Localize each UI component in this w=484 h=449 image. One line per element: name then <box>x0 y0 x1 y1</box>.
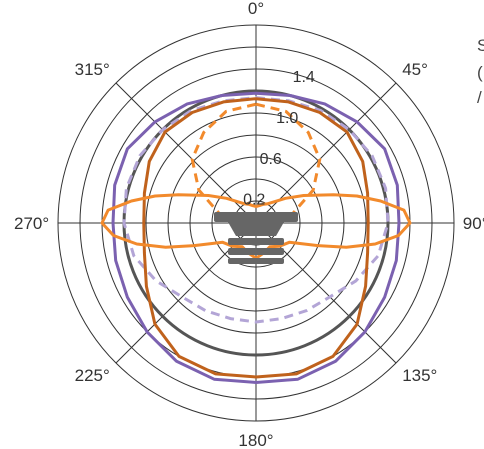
series-line-4 <box>190 102 322 227</box>
device-top-plate <box>214 212 298 222</box>
radial-label: 0.2 <box>243 192 265 209</box>
device-grille-1 <box>228 238 284 245</box>
label-layer: 0° 45° 90° 135° 180° 225° 270° 315° 0.2 0.6 1.0 1.4 <box>14 0 484 449</box>
series-line-3 <box>142 97 370 379</box>
microphone-device-icon <box>214 212 298 264</box>
device-grille-2 <box>228 248 284 255</box>
series-line-1 <box>111 91 401 384</box>
series-layer <box>100 91 412 384</box>
angle-label-90: 90° <box>463 214 484 233</box>
legend-fragment-line-3: / <box>477 88 482 107</box>
legend-fragment-line-1: S <box>477 36 484 55</box>
angle-label-225: 225° <box>75 366 110 385</box>
angle-label-135: 135° <box>402 366 437 385</box>
radial-label: 0.6 <box>260 151 282 168</box>
device-neck <box>228 222 284 236</box>
angle-label-315: 315° <box>75 60 110 79</box>
angle-label-45: 45° <box>402 60 428 79</box>
series-line-2 <box>122 96 390 324</box>
device-grille-3 <box>228 258 284 264</box>
angle-label-180: 180° <box>238 431 273 449</box>
radial-label: 1.4 <box>293 69 315 86</box>
radial-label: 1.0 <box>276 110 298 127</box>
angle-label-270: 270° <box>14 214 49 233</box>
polar-grid <box>57 24 455 422</box>
angle-label-0: 0° <box>248 0 264 18</box>
legend-fragment: S ( / <box>477 36 484 107</box>
legend-fragment-line-2: ( <box>477 63 483 82</box>
